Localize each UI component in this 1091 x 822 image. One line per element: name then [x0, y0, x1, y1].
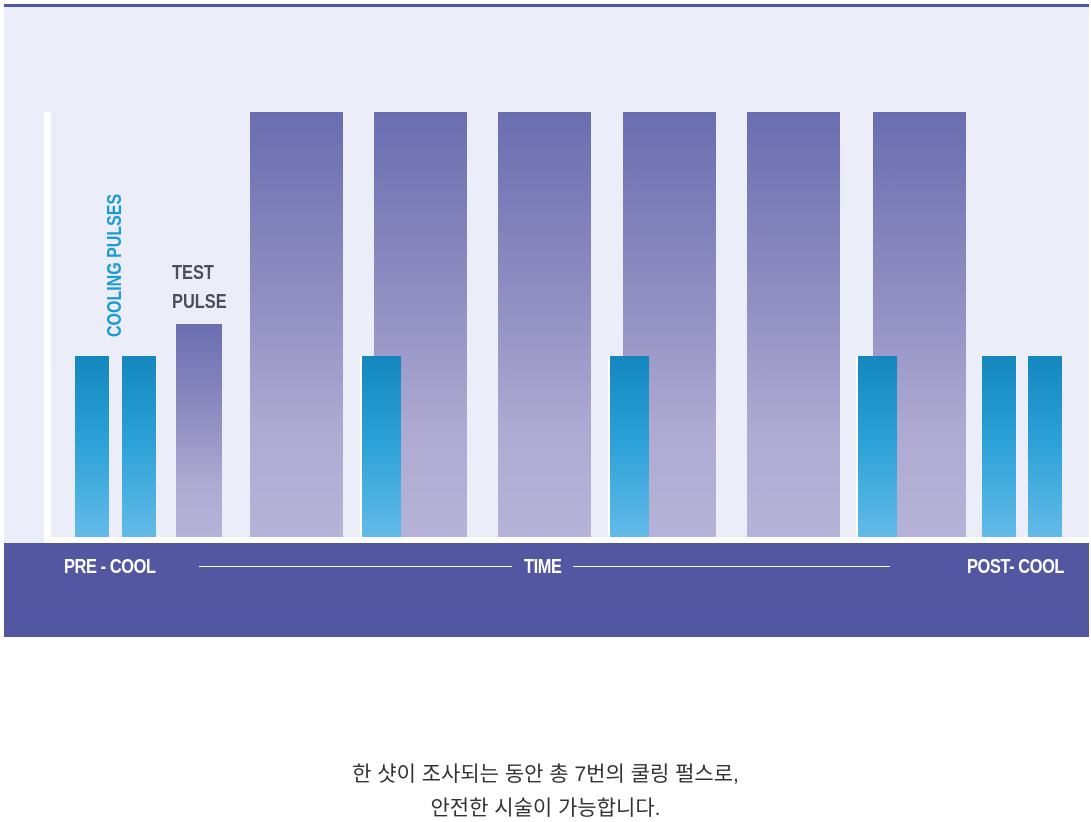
cooling-pulse [856, 356, 897, 538]
cooling-pulse [608, 356, 649, 538]
laser-pulse [747, 112, 840, 538]
time-label: TIME [524, 556, 562, 578]
laser-pulse [250, 112, 343, 538]
timeline-line-left [199, 566, 512, 567]
cooling-pulse [122, 356, 156, 538]
pre-cool-label: PRE - COOL [64, 556, 156, 578]
cooling-pulses-label: COOLING PULSES [104, 193, 126, 337]
test-pulse-label-line2: PULSE [172, 291, 227, 313]
cooling-pulse [360, 356, 401, 538]
caption-line-2: 안전한 시술이 가능합니다. [430, 797, 661, 820]
test-pulse-label-line1: TEST [172, 262, 214, 284]
cooling-pulse [75, 356, 109, 538]
timeline-line-right [573, 566, 890, 567]
post-cool-label: POST- COOL [967, 556, 1065, 578]
timeline-band [4, 543, 1089, 637]
caption-line-1: 한 샷이 조사되는 동안 총 7번의 쿨링 펄스로, [352, 763, 739, 786]
laser-pulse [498, 112, 591, 538]
vertical-axis [44, 112, 51, 540]
cooling-pulse [982, 356, 1016, 538]
horizontal-axis [44, 537, 1089, 543]
cooling-pulse [1028, 356, 1062, 538]
test-pulse-bar [176, 324, 222, 538]
